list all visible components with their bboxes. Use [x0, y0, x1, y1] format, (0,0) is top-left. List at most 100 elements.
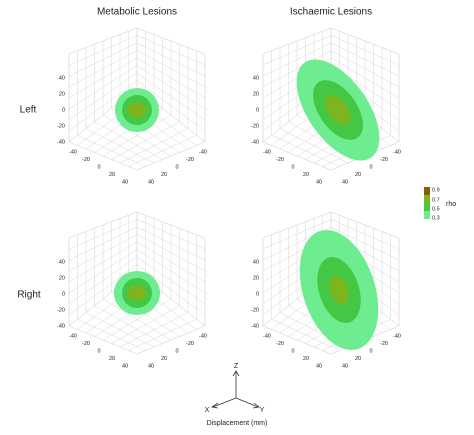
grid-line [68, 72, 138, 121]
x-tick-label: 0 [291, 164, 294, 170]
z-tick-label: 40 [253, 75, 259, 81]
y-tick-label: 20 [161, 356, 167, 362]
grid-line [136, 256, 206, 305]
grid-line [102, 298, 172, 341]
y-tick-label: 20 [355, 172, 361, 178]
grid-line [94, 121, 163, 160]
grid-line [271, 319, 340, 351]
grid-line [262, 325, 332, 355]
y-tick-label: 40 [342, 179, 348, 185]
y-tick-label: 40 [148, 363, 154, 369]
grid-line [136, 249, 206, 294]
colorbar-swatch [424, 211, 430, 219]
y-tick-label: 0 [369, 348, 372, 354]
grid-line [77, 135, 146, 167]
grid-line [136, 80, 206, 132]
row-label: Right [17, 290, 41, 301]
y-tick-label: -20 [186, 341, 194, 347]
x-tick-label: -40 [69, 149, 77, 155]
grid-line [94, 305, 163, 344]
blobs [114, 59, 380, 351]
z-tick-label: 40 [59, 75, 65, 81]
row-label: Left [20, 105, 37, 116]
iso-surface [329, 275, 349, 305]
grid-line [68, 141, 138, 171]
z-tick-label: -20 [251, 123, 259, 129]
grid-line [85, 128, 155, 164]
y-tick-label: -40 [199, 333, 207, 339]
z-tick-label: 40 [59, 259, 65, 265]
x-tick-label: -20 [82, 341, 90, 347]
z-tick-label: 20 [253, 275, 259, 281]
y-tick-label: -20 [380, 341, 388, 347]
axis-key-label: Y [260, 407, 265, 414]
z-tick-label: 20 [253, 91, 259, 97]
x-tick-label: 20 [109, 356, 115, 362]
x-tick-label: 0 [97, 164, 100, 170]
axis-arrow [235, 397, 259, 408]
x-tick-label: 0 [291, 348, 294, 354]
grid-line [68, 80, 138, 132]
axis-arrow [212, 397, 237, 408]
x-tick-label: -40 [69, 333, 77, 339]
iso-surface [127, 103, 147, 117]
y-tick-label: -40 [393, 149, 401, 155]
z-tick-label: -40 [57, 139, 65, 145]
x-tick-label: 20 [303, 356, 309, 362]
grid-line [136, 72, 206, 121]
y-tick-label: -20 [380, 157, 388, 163]
colorbar-tick: 0.7 [432, 197, 440, 203]
grid-line [128, 319, 197, 351]
grid-line [68, 325, 138, 355]
x-axis-label: Displacement (mm) [207, 420, 268, 427]
x-tick-label: -40 [263, 149, 271, 155]
x-tick-label: 20 [109, 172, 115, 178]
z-tick-label: 0 [256, 291, 259, 297]
iso-surface [325, 94, 351, 126]
z-tick-label: -40 [251, 139, 259, 145]
x-tick-label: 40 [122, 363, 128, 369]
x-tick-label: 0 [97, 348, 100, 354]
arrow-head [252, 402, 260, 409]
grid-line [85, 312, 155, 348]
colorbar-swatch [424, 187, 430, 195]
x-tick-label: 40 [316, 179, 322, 185]
grid-line [68, 264, 138, 316]
z-tick-label: 0 [256, 107, 259, 113]
grid-line [68, 65, 138, 110]
grid-line [68, 256, 138, 305]
y-tick-label: 0 [175, 348, 178, 354]
x-tick-label: -20 [276, 157, 284, 163]
column-title: Metabolic Lesions [97, 7, 177, 18]
colorbar-tick: 0.3 [432, 215, 440, 221]
grid-line [77, 319, 146, 351]
panels: 40 20 0 -20 -40 -40 -20 0 20 40 40 20 0 -20 -40 40 20 0 -2… [57, 27, 401, 369]
colorbar-swatch [424, 203, 430, 211]
z-tick-label: 40 [253, 259, 259, 265]
x-tick-label: -40 [263, 333, 271, 339]
colorbar-title: rho [446, 201, 456, 208]
y-tick-label: -40 [393, 333, 401, 339]
axis-key-label: X [205, 407, 210, 414]
z-tick-label: -40 [251, 323, 259, 329]
grid-line [128, 135, 197, 167]
colorbar-tick: 0.5 [432, 206, 440, 212]
z-tick-label: -20 [57, 307, 65, 313]
grid-line [119, 312, 189, 348]
arrow-head [232, 370, 240, 377]
y-tick-label: -40 [199, 149, 207, 155]
z-tick-label: 0 [62, 291, 65, 297]
colorbar-tick: 0.9 [432, 187, 440, 193]
x-tick-label: -20 [276, 341, 284, 347]
grid-line [136, 65, 206, 110]
z-tick-label: 20 [59, 275, 65, 281]
grid-line [271, 135, 340, 167]
grid-line [279, 128, 349, 164]
grid-line [136, 264, 206, 316]
grid-line [111, 305, 180, 344]
z-tick-label: -20 [251, 307, 259, 313]
z-tick-label: 0 [62, 107, 65, 113]
grid-line [102, 114, 172, 157]
x-tick-label: 40 [316, 363, 322, 369]
